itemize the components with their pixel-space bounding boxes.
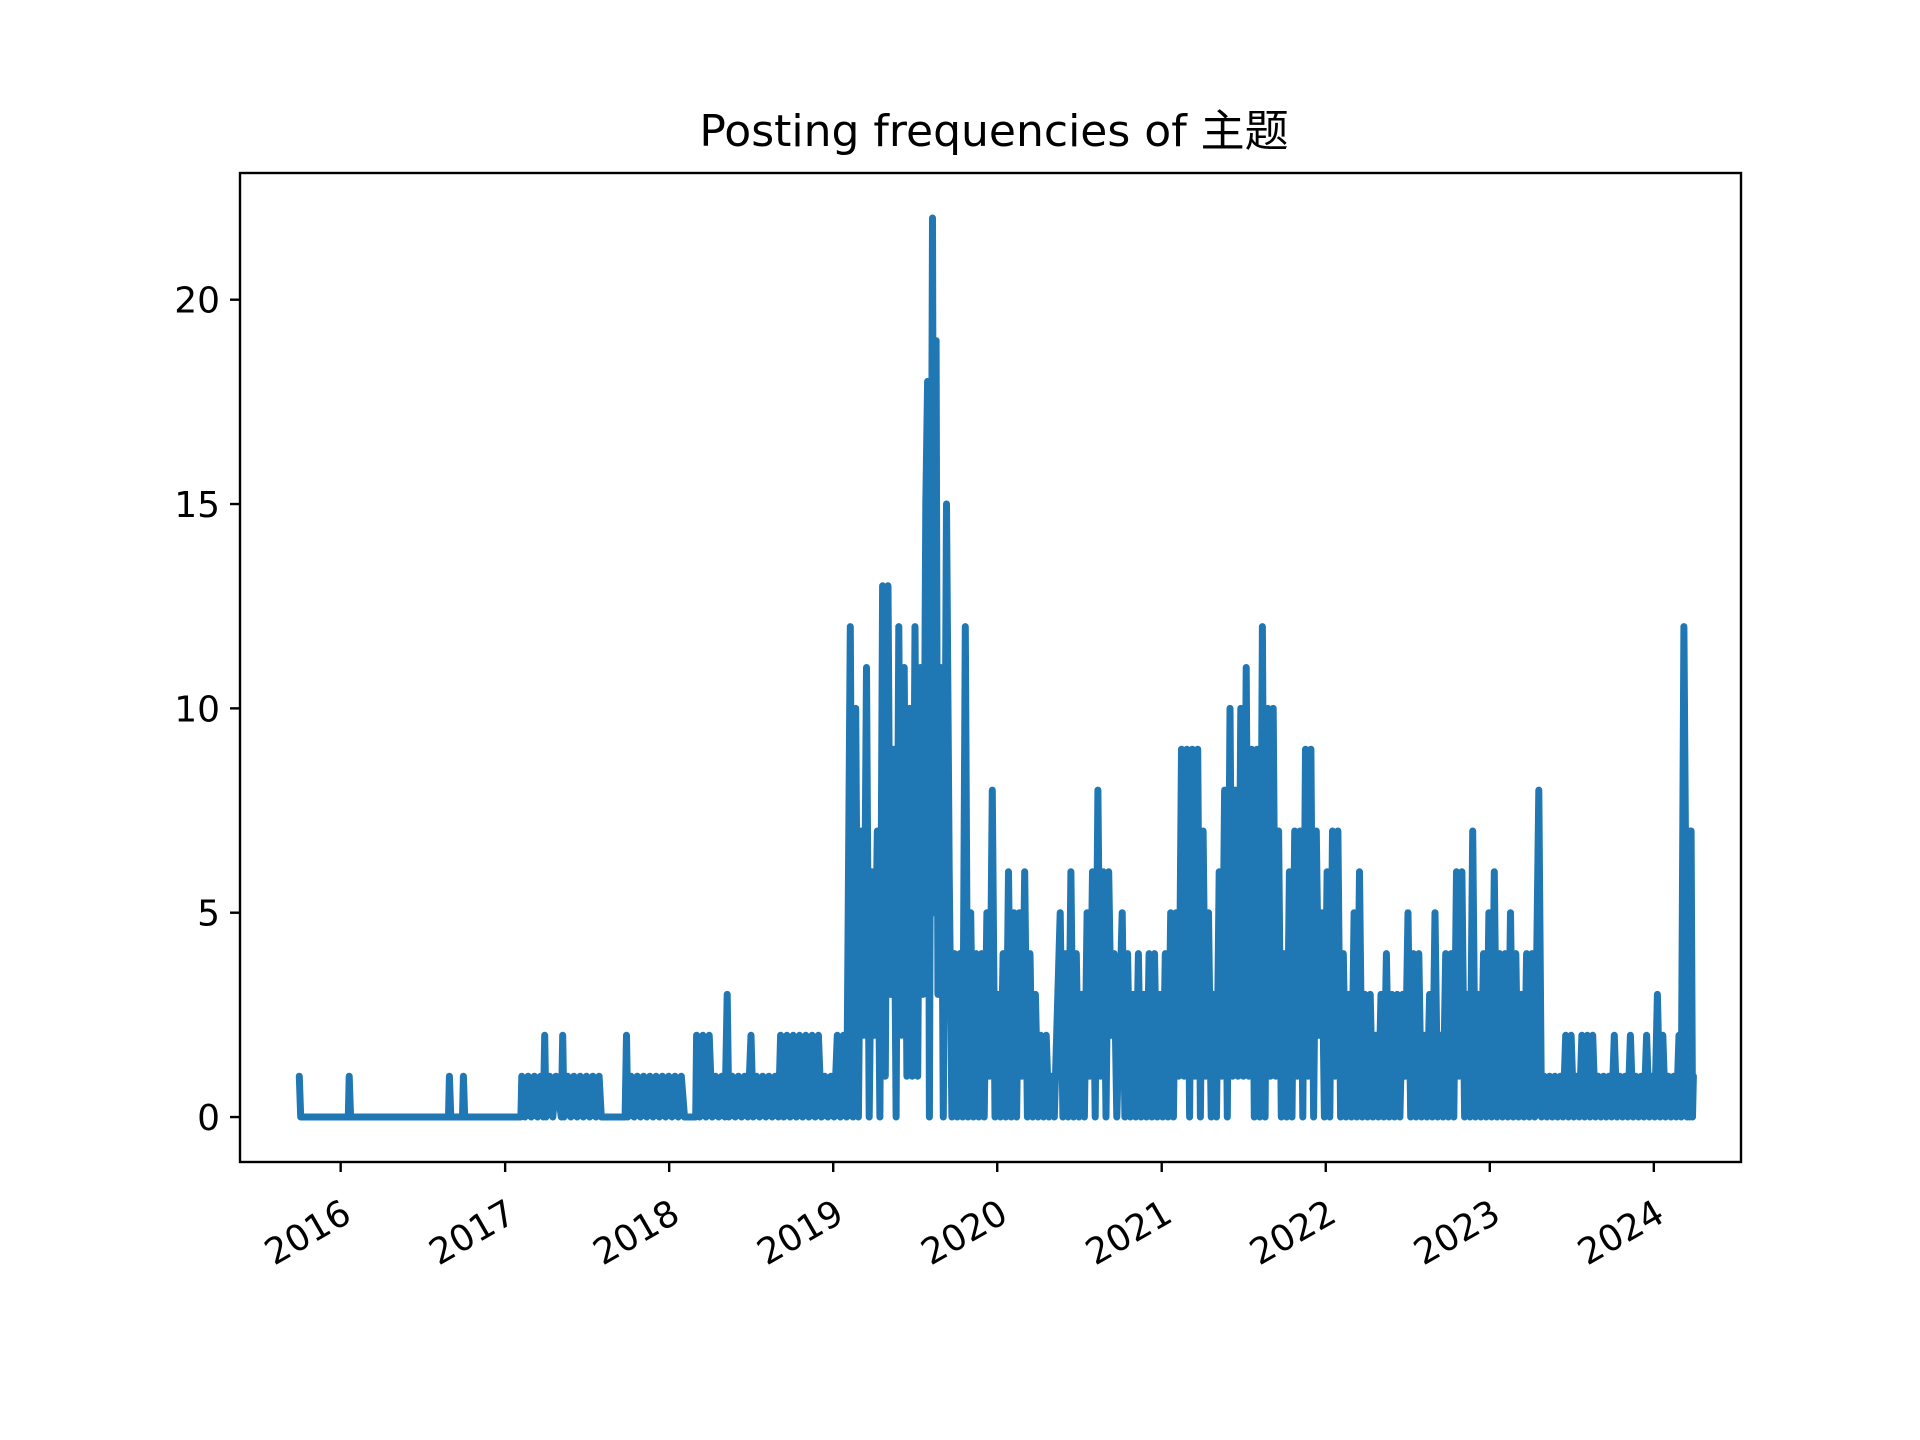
plot-area-frame: [238, 171, 1743, 1164]
y-axis: 0 5 10 15 20: [174, 281, 240, 1139]
y-tick-label: 5: [197, 894, 220, 935]
y-tick-label: 0: [197, 1098, 220, 1139]
series-line-0: [295, 214, 1697, 1121]
series-layer: [295, 214, 1697, 1121]
y-tick-label: 15: [174, 485, 220, 526]
y-tick-label: 10: [174, 689, 220, 730]
chart-title: Posting frequencies of 主题: [699, 106, 1288, 157]
y-tick-label: 20: [174, 281, 220, 322]
